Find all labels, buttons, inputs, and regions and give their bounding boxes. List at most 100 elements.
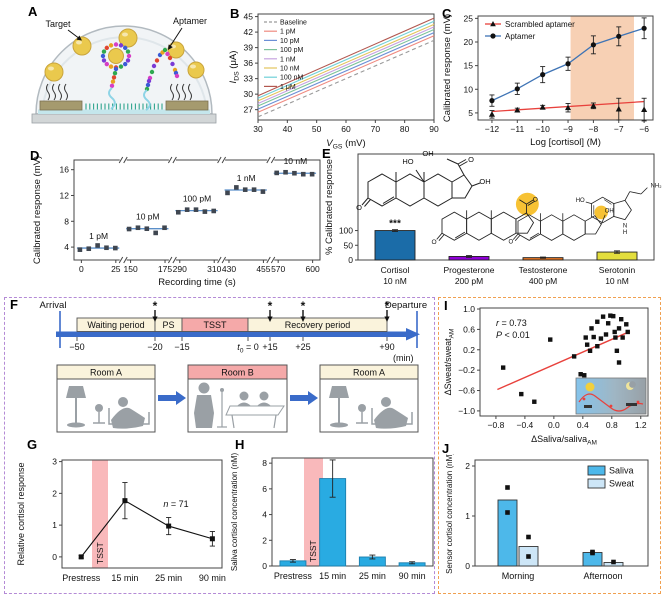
- svg-text:0: 0: [348, 255, 353, 265]
- svg-text:0: 0: [262, 561, 267, 571]
- svg-text:Room A: Room A: [353, 368, 385, 378]
- svg-text:10 nM: 10 nM: [383, 276, 407, 286]
- svg-text:2: 2: [465, 461, 470, 471]
- svg-text:100 pM: 100 pM: [280, 47, 304, 54]
- svg-text:175: 175: [158, 264, 172, 274]
- svg-text:Waiting period: Waiting period: [87, 320, 144, 330]
- svg-text:***: ***: [389, 219, 401, 230]
- panel-i-chart: −0.8 −0.4 0.0 0.4 0.8 1.2 −1.0 −0.6 −0.2 0.2 0.6 1.…: [440, 296, 663, 461]
- svg-text:Prestress: Prestress: [274, 571, 313, 581]
- svg-text:−12: −12: [485, 124, 500, 134]
- svg-text:PS: PS: [162, 320, 174, 330]
- panel-label-b: B: [230, 6, 240, 21]
- svg-text:4: 4: [64, 242, 69, 252]
- svg-text:VGS (mV): VGS (mV): [326, 138, 365, 150]
- svg-text:% Calibrated response: % Calibrated response: [324, 159, 335, 255]
- panel-label-d: D: [30, 148, 40, 163]
- svg-text:−0.2: −0.2: [458, 365, 475, 375]
- svg-text:Calibrated response (mV): Calibrated response (mV): [442, 14, 453, 122]
- svg-text:−10: −10: [535, 124, 550, 134]
- svg-text:(min): (min): [393, 353, 414, 363]
- svg-text:Baseline: Baseline: [280, 20, 307, 27]
- svg-text:−1.0: −1.0: [458, 406, 475, 416]
- svg-text:Afternoon: Afternoon: [583, 571, 622, 581]
- svg-text:Testosterone: Testosterone: [519, 265, 568, 275]
- svg-text:HO: HO: [576, 198, 585, 204]
- panel-g-chart: 0 1 2 3 Prestress 15 min 25 min 90 min TSST n = 7…: [8, 452, 236, 597]
- svg-text:6: 6: [262, 484, 267, 494]
- svg-text:1: 1: [465, 511, 470, 521]
- svg-text:−11: −11: [510, 124, 524, 134]
- svg-text:Room B: Room B: [221, 368, 254, 378]
- svg-text:−6: −6: [639, 124, 649, 134]
- svg-text:Saliva cortisol concentration: Saliva cortisol concentration (nM): [230, 453, 239, 572]
- svg-text:Scrambled aptamer: Scrambled aptamer: [505, 20, 575, 29]
- svg-text:30: 30: [244, 89, 254, 99]
- svg-text:8: 8: [64, 216, 69, 226]
- svg-text:O: O: [533, 197, 538, 204]
- svg-text:Log [cortisol] (M): Log [cortisol] (M): [530, 137, 601, 148]
- svg-text:Sweat: Sweat: [609, 479, 635, 489]
- svg-text:100 nM: 100 nM: [280, 75, 304, 82]
- svg-text:*: *: [153, 299, 158, 313]
- svg-text:+15: +15: [262, 342, 277, 352]
- svg-text:290: 290: [173, 264, 187, 274]
- svg-text:NH₂: NH₂: [651, 184, 663, 190]
- svg-text:1 pM: 1 pM: [89, 231, 108, 241]
- svg-text:20: 20: [464, 37, 474, 47]
- svg-text:10 nM: 10 nM: [284, 156, 308, 166]
- svg-text:70: 70: [371, 124, 381, 134]
- svg-text:1: 1: [52, 520, 57, 530]
- svg-text:25 min: 25 min: [155, 573, 182, 583]
- room-a-illustration: [329, 386, 413, 429]
- svg-text:2: 2: [52, 488, 57, 498]
- svg-text:0.4: 0.4: [577, 420, 589, 430]
- progesterone-structure: OO: [432, 192, 539, 246]
- svg-text:60: 60: [341, 124, 351, 134]
- svg-text:H: H: [623, 230, 627, 236]
- svg-text:4: 4: [262, 510, 267, 520]
- svg-text:0: 0: [79, 264, 84, 274]
- svg-text:Progesterone: Progesterone: [443, 265, 494, 275]
- svg-text:30: 30: [253, 124, 263, 134]
- svg-text:r = 0.73: r = 0.73: [496, 318, 527, 328]
- panel-f-protocol-diagram: Arrival Departure Waiting period PS TSST Reco…: [8, 298, 437, 461]
- svg-text:100 pM: 100 pM: [183, 194, 211, 204]
- svg-text:570: 570: [271, 264, 285, 274]
- svg-text:80: 80: [400, 124, 410, 134]
- svg-text:t0 = 0: t0 = 0: [237, 342, 258, 354]
- svg-text:OH: OH: [422, 149, 433, 158]
- panel-label-i: I: [444, 298, 448, 313]
- svg-text:−0.8: −0.8: [488, 420, 505, 430]
- svg-text:IDS (μA): IDS (μA): [228, 51, 240, 84]
- svg-text:O: O: [432, 239, 437, 246]
- testosterone-structure: OH O: [508, 205, 614, 246]
- svg-text:Sensor cortisol concentration: Sensor cortisol concentration (nM): [445, 454, 454, 574]
- svg-text:90 min: 90 min: [399, 571, 426, 581]
- svg-text:0.2: 0.2: [463, 345, 475, 355]
- svg-text:400 pM: 400 pM: [529, 276, 557, 286]
- svg-text:27: 27: [244, 105, 254, 115]
- panel-label-a: A: [28, 4, 38, 19]
- svg-text:16: 16: [60, 165, 70, 175]
- svg-text:50: 50: [312, 124, 322, 134]
- svg-text:200 pM: 200 pM: [455, 276, 483, 286]
- svg-text:42: 42: [244, 27, 254, 37]
- svg-text:90 min: 90 min: [199, 573, 226, 583]
- svg-text:ΔSweat/sweatAM: ΔSweat/sweatAM: [443, 329, 455, 396]
- panel-c-chart: −12 −11 −10 −9 −8 −7 −6 5 10 15 20 25 Scrambled apta…: [440, 2, 663, 159]
- svg-text:−0.6: −0.6: [458, 386, 475, 396]
- svg-text:430: 430: [222, 264, 236, 274]
- svg-text:1 μM: 1 μM: [280, 84, 296, 91]
- panel-e-chart: 0 50 100 *** Cortisol 10 nM Progesterone 200 pM…: [322, 146, 663, 305]
- svg-text:−15: −15: [174, 342, 189, 352]
- svg-text:36: 36: [244, 58, 254, 68]
- svg-text:+25: +25: [295, 342, 310, 352]
- svg-text:3: 3: [52, 457, 57, 467]
- svg-text:−7: −7: [614, 124, 624, 134]
- svg-text:15: 15: [464, 61, 474, 71]
- svg-text:−20: −20: [147, 342, 162, 352]
- svg-text:−0.4: −0.4: [517, 420, 534, 430]
- svg-text:10 nM: 10 nM: [280, 66, 300, 73]
